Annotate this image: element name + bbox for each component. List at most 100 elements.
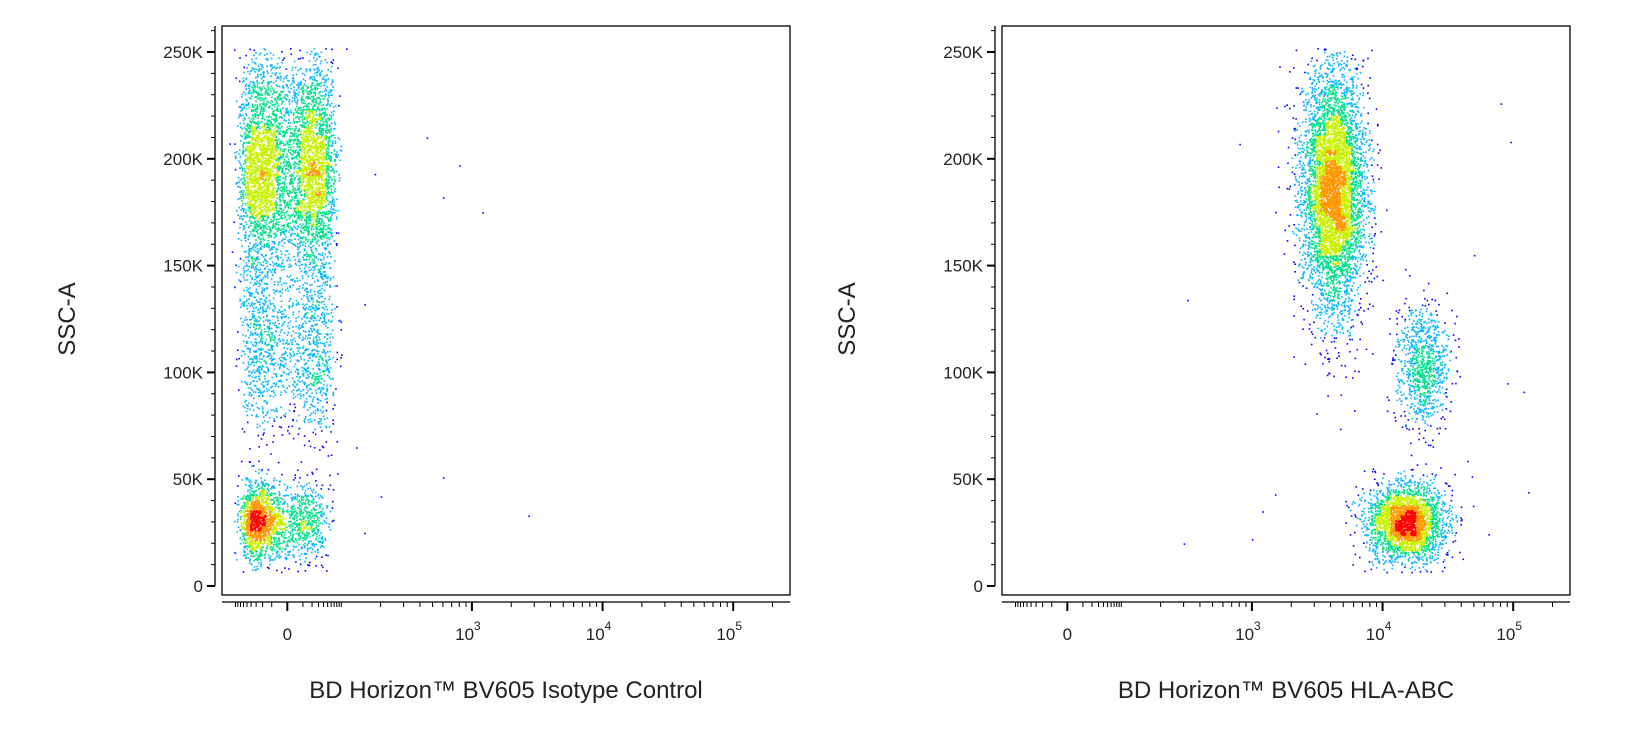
event-dot bbox=[264, 302, 267, 304]
event-dot bbox=[276, 230, 279, 232]
event-dot bbox=[279, 116, 281, 118]
event-dot bbox=[239, 542, 242, 545]
event-dot bbox=[322, 546, 325, 548]
event-dot bbox=[311, 392, 313, 395]
event-dot bbox=[323, 320, 326, 323]
event-dot bbox=[253, 560, 255, 562]
event-dot bbox=[256, 257, 258, 259]
event-dot bbox=[324, 271, 326, 273]
event-dot bbox=[242, 181, 245, 183]
event-dot bbox=[298, 242, 301, 245]
event-dot bbox=[319, 100, 321, 102]
event-dot bbox=[287, 322, 290, 324]
event-dot bbox=[246, 548, 249, 550]
event-dot bbox=[337, 473, 339, 475]
event-dot bbox=[259, 371, 262, 374]
event-dot bbox=[319, 101, 322, 104]
event-dot bbox=[293, 150, 296, 152]
event-dot bbox=[325, 360, 327, 363]
event-dot bbox=[336, 156, 338, 158]
event-dot bbox=[286, 129, 288, 132]
event-dot bbox=[282, 182, 285, 184]
event-dot bbox=[327, 554, 329, 557]
event-dot bbox=[374, 173, 377, 176]
event-dot bbox=[308, 300, 311, 303]
event-dot bbox=[327, 237, 329, 239]
event-dot bbox=[274, 269, 276, 271]
event-dot bbox=[268, 556, 270, 559]
event-dot bbox=[280, 199, 282, 202]
event-dot bbox=[313, 48, 316, 50]
event-dot bbox=[274, 74, 277, 76]
event-dot bbox=[242, 149, 244, 152]
event-dot bbox=[268, 334, 271, 336]
event-dot bbox=[294, 507, 296, 510]
event-dot bbox=[320, 214, 323, 216]
event-dot bbox=[302, 345, 305, 348]
event-dot bbox=[276, 143, 278, 146]
event-dot bbox=[313, 317, 315, 319]
event-dot bbox=[304, 552, 306, 555]
event-dot bbox=[282, 323, 284, 325]
event-dot bbox=[279, 331, 282, 334]
event-dot bbox=[305, 377, 307, 379]
event-dot bbox=[278, 221, 280, 223]
event-dot bbox=[271, 492, 273, 495]
event-dot bbox=[275, 114, 278, 116]
event-dot bbox=[316, 71, 319, 73]
event-dot bbox=[296, 542, 299, 544]
event-dot bbox=[285, 202, 288, 205]
event-dot bbox=[320, 265, 323, 267]
event-dot bbox=[277, 212, 279, 215]
event-dot bbox=[294, 497, 296, 499]
event-dot bbox=[242, 147, 245, 150]
event-dot bbox=[286, 126, 289, 128]
event-dot bbox=[291, 391, 293, 393]
event-dot bbox=[277, 500, 279, 502]
event-dot bbox=[279, 182, 282, 185]
event-dot bbox=[249, 292, 252, 294]
event-dot bbox=[277, 143, 280, 146]
event-dot bbox=[319, 98, 321, 100]
event-dot bbox=[290, 200, 293, 202]
event-dot bbox=[276, 223, 278, 225]
event-dot bbox=[322, 121, 325, 123]
event-dot bbox=[299, 512, 301, 514]
event-dot bbox=[258, 468, 261, 471]
event-dot bbox=[298, 91, 300, 94]
event-dot bbox=[248, 135, 251, 138]
event-dot bbox=[277, 256, 279, 258]
event-dot bbox=[285, 230, 287, 233]
event-dot bbox=[250, 220, 252, 223]
event-dot bbox=[294, 94, 296, 97]
event-dot bbox=[306, 92, 309, 94]
event-dot bbox=[307, 532, 309, 535]
event-dot bbox=[244, 406, 246, 409]
event-dot bbox=[311, 523, 314, 525]
event-dot bbox=[267, 320, 269, 322]
event-dot bbox=[251, 105, 254, 107]
event-dot bbox=[254, 357, 257, 360]
event-dot bbox=[305, 222, 307, 224]
event-dot bbox=[313, 262, 316, 265]
event-dot bbox=[242, 119, 245, 122]
event-dot bbox=[331, 507, 334, 509]
event-dot bbox=[333, 149, 336, 151]
event-dot bbox=[308, 230, 310, 233]
event-dot bbox=[298, 504, 301, 507]
event-dot bbox=[265, 308, 268, 310]
event-dot bbox=[297, 214, 300, 217]
event-dot bbox=[283, 77, 285, 80]
event-dot bbox=[325, 138, 328, 141]
event-dot bbox=[301, 488, 304, 491]
event-dot bbox=[268, 226, 271, 229]
event-dot bbox=[290, 207, 292, 210]
event-dot bbox=[308, 440, 310, 442]
event-dot bbox=[243, 133, 246, 135]
event-dot bbox=[315, 543, 317, 546]
event-dot bbox=[252, 84, 255, 86]
event-dot bbox=[280, 375, 282, 377]
event-dot bbox=[306, 231, 309, 233]
event-dot bbox=[246, 265, 248, 267]
event-dot bbox=[292, 554, 295, 557]
